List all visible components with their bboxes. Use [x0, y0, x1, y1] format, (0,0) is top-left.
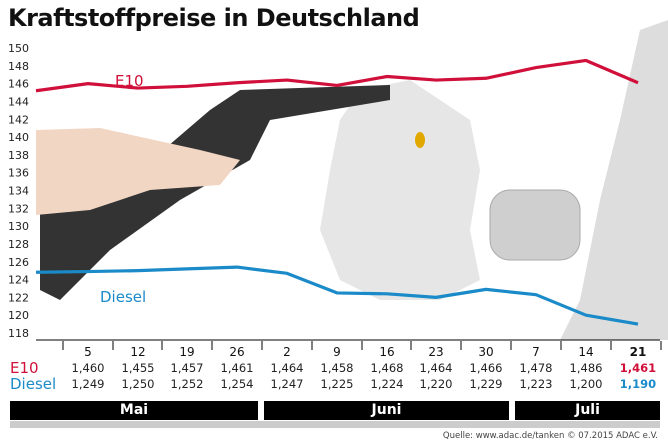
month-label-juni: Juni — [264, 401, 509, 420]
series-label-e10: E10 — [115, 72, 144, 90]
x-tick-label: 7 — [532, 345, 540, 359]
y-tick-label: 142 — [8, 113, 29, 126]
table-value: 1,468 — [371, 361, 404, 375]
y-tick-label: 138 — [8, 149, 29, 162]
table-value: 1,455 — [122, 361, 155, 375]
y-tick-label: 146 — [8, 78, 29, 91]
table-value: 1,249 — [72, 377, 105, 391]
month-label-juli: Juli — [515, 401, 660, 420]
table-value: 1,461 — [221, 361, 254, 375]
month-label-mai: Mai — [10, 401, 258, 420]
table-value: 1,250 — [122, 377, 155, 391]
y-tick-label: 122 — [8, 291, 29, 304]
x-tick-label: 30 — [478, 345, 493, 359]
table-value: 1,190 — [620, 377, 656, 391]
x-tick-label: 12 — [130, 345, 145, 359]
table-value: 1,200 — [570, 377, 603, 391]
table-value: 1,458 — [321, 361, 354, 375]
y-tick-label: 144 — [8, 95, 29, 108]
y-tick-label: 136 — [8, 167, 29, 180]
source-note: Quelle: www.adac.de/tanken © 07.2015 ADA… — [442, 431, 658, 441]
table-value: 1,254 — [221, 377, 254, 391]
table-value: 1,229 — [470, 377, 503, 391]
table-value: 1,225 — [321, 377, 354, 391]
y-tick-label: 118 — [8, 327, 29, 340]
x-tick-label: 19 — [179, 345, 194, 359]
x-tick-label: 14 — [578, 345, 593, 359]
x-tick-label: 5 — [84, 345, 92, 359]
footer-bar — [10, 421, 660, 428]
table-value: 1,457 — [171, 361, 204, 375]
x-tick-label: 21 — [630, 345, 647, 359]
y-tick-label: 128 — [8, 238, 29, 251]
table-value: 1,486 — [570, 361, 603, 375]
x-tick-label: 23 — [428, 345, 443, 359]
table-value: 1,223 — [520, 377, 553, 391]
table-value: 1,252 — [171, 377, 204, 391]
table-value: 1,478 — [520, 361, 553, 375]
table-value: 1,460 — [72, 361, 105, 375]
table-value: 1,461 — [620, 361, 656, 375]
hand-image — [36, 128, 240, 215]
chart-title: Kraftstoffpreise in Deutschland — [8, 4, 420, 32]
table-value: 1,224 — [371, 377, 404, 391]
series-label-diesel: Diesel — [100, 288, 146, 306]
germany-map-silhouette — [320, 80, 480, 300]
y-tick-label: 132 — [8, 202, 29, 215]
table-value: 1,464 — [271, 361, 304, 375]
table-value: 1,464 — [420, 361, 453, 375]
x-tick-label: 26 — [229, 345, 244, 359]
fuel-drop-icon — [415, 132, 425, 148]
y-tick-label: 140 — [8, 131, 29, 144]
x-tick-label: 9 — [333, 345, 341, 359]
y-tick-label: 120 — [8, 309, 29, 322]
y-tick-label: 130 — [8, 220, 29, 233]
table-value: 1,220 — [420, 377, 453, 391]
y-tick-label: 124 — [8, 274, 29, 287]
y-tick-label: 126 — [8, 256, 29, 269]
car-image — [560, 20, 668, 340]
table-value: 1,466 — [470, 361, 503, 375]
x-tick-label: 16 — [379, 345, 394, 359]
table-row-label-e10: E10 — [10, 359, 39, 377]
y-tick-label: 148 — [8, 60, 29, 73]
y-tick-label: 134 — [8, 185, 29, 198]
table-row-label-diesel: Diesel — [10, 375, 56, 393]
y-tick-label: 150 — [8, 42, 29, 55]
table-value: 1,247 — [271, 377, 304, 391]
fuel-cap-image — [489, 189, 581, 261]
x-tick-label: 2 — [283, 345, 291, 359]
